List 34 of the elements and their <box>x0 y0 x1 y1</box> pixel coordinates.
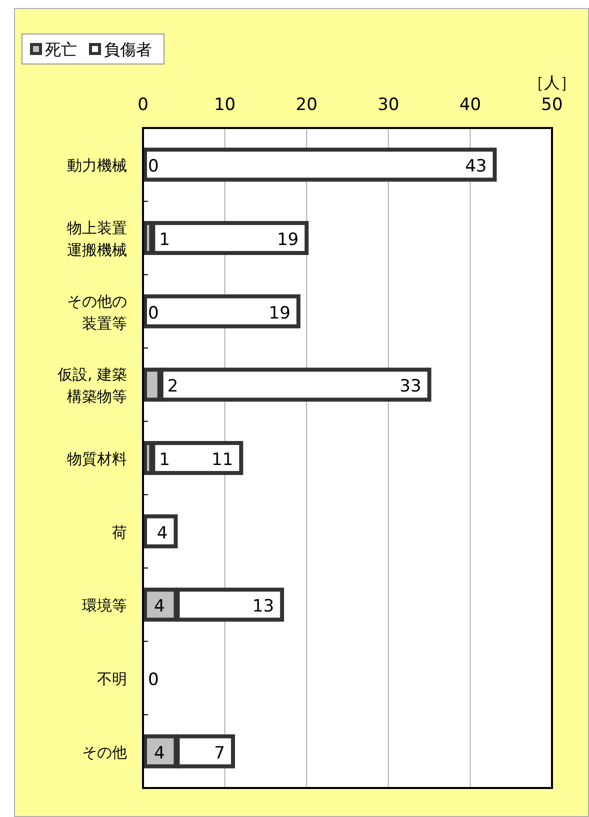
y-tick-label: 動力機械 <box>67 156 127 175</box>
data-label: 13 <box>252 596 274 617</box>
x-tick-label: 30 <box>378 95 400 115</box>
y-tick-label: 不明 <box>97 670 127 688</box>
data-label: 19 <box>268 303 290 324</box>
x-tick-label: 20 <box>296 95 318 115</box>
data-label: 1 <box>159 230 170 250</box>
data-label: 0 <box>148 670 159 690</box>
data-label: 43 <box>465 156 487 177</box>
data-label: 7 <box>214 743 225 764</box>
data-label: 11 <box>212 450 234 470</box>
legend-label: 負傷者 <box>104 40 152 59</box>
y-tick-label: 物上装置運搬機械 <box>67 219 127 259</box>
data-label: 4 <box>156 523 168 544</box>
y-tick-label: その他 <box>82 743 127 762</box>
x-tick-label: 50 <box>541 95 563 115</box>
data-label: 4 <box>154 743 165 764</box>
x-tick-label: 40 <box>459 95 482 115</box>
data-label: 33 <box>400 376 422 397</box>
y-tick-label: 物質材料 <box>67 450 127 468</box>
y-tick-label: 環境等 <box>82 596 127 615</box>
legend-label: 死亡 <box>45 40 77 59</box>
x-tick-label: 0 <box>138 95 148 115</box>
data-label: 2 <box>167 376 178 397</box>
y-tick-label: 荷 <box>112 523 127 542</box>
x-axis-title: ［人］ <box>528 73 576 92</box>
data-label: 0 <box>148 303 159 324</box>
data-label: 0 <box>148 156 159 177</box>
data-label: 1 <box>159 450 170 470</box>
x-tick-label: 10 <box>214 95 236 115</box>
data-label: 19 <box>276 230 299 250</box>
y-tick-label: 仮設, 建築構築物等 <box>56 366 127 406</box>
data-label: 4 <box>154 596 165 617</box>
y-tick-label: その他の装置等 <box>67 292 127 332</box>
